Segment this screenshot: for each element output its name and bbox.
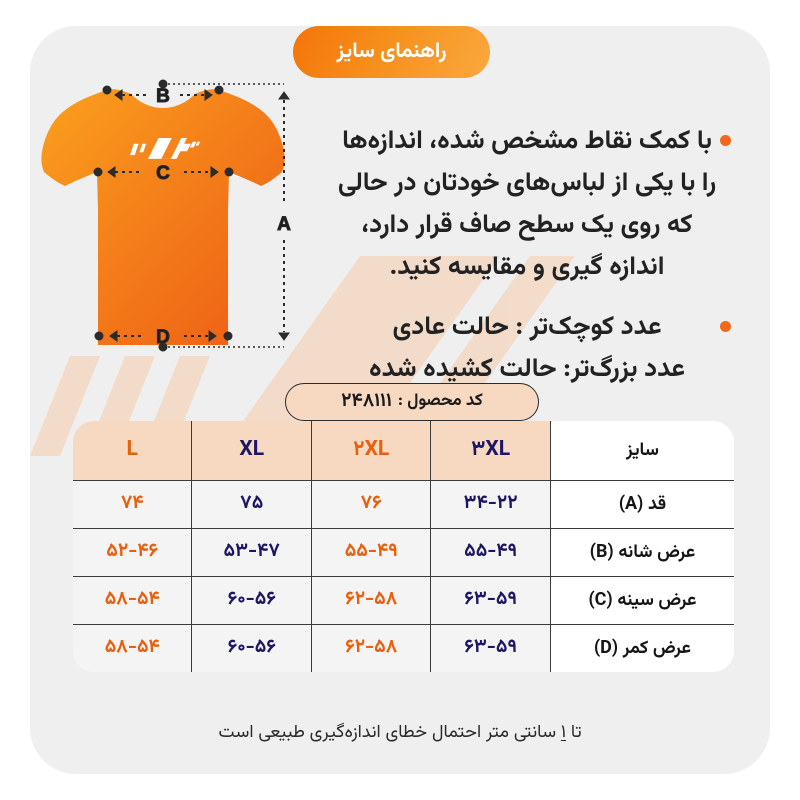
svg-text:A: A: [277, 214, 291, 235]
svg-text:B: B: [156, 86, 170, 107]
svg-text:C: C: [156, 163, 170, 184]
